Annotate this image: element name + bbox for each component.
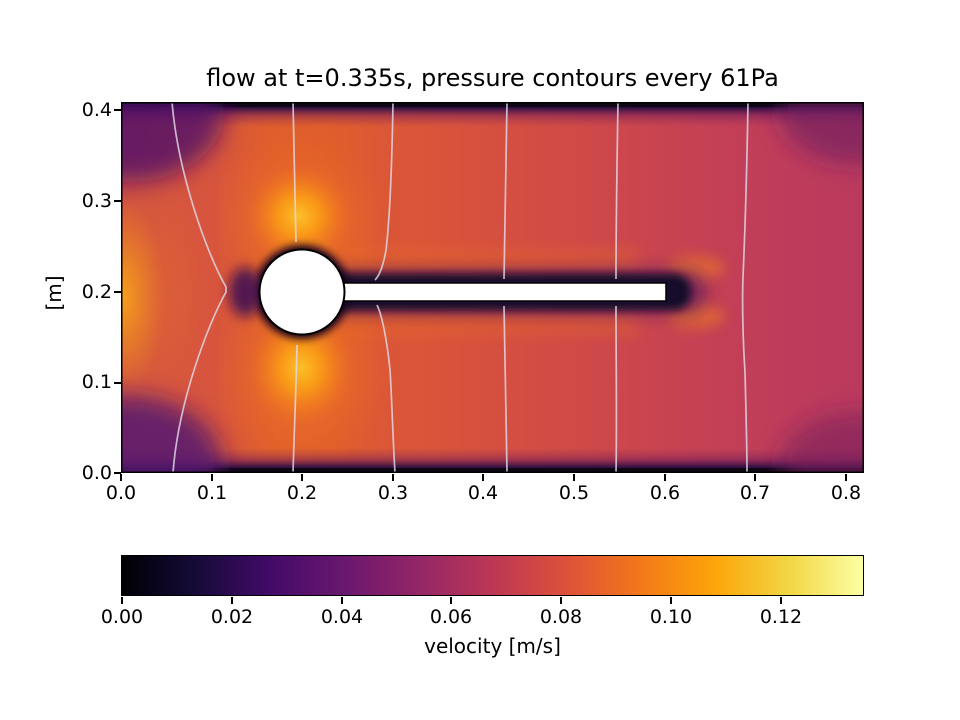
lower-acceleration-glow: [248, 310, 354, 426]
inlet-jet-core: [121, 199, 165, 395]
cylinder-obstacle: [258, 248, 346, 336]
colorbar-tick-label: 0.06: [429, 606, 473, 628]
pressure-contour-line: [292, 102, 297, 243]
top-wall-edge: [121, 102, 864, 107]
y-tick-label: 0.1: [81, 371, 112, 393]
colorbar-tick-mark: [341, 597, 343, 604]
x-tick-label: 0.0: [105, 482, 137, 504]
bottom-left-corner-purple: [121, 396, 222, 473]
pressure-contour-line: [171, 102, 227, 473]
colorbar-label: velocity [m/s]: [424, 634, 561, 658]
y-tick-mark: [114, 382, 121, 384]
pressure-contour-line: [503, 305, 508, 473]
pressure-contour-line: [292, 344, 298, 473]
x-tick-label: 0.1: [196, 482, 228, 504]
x-tick-label: 0.6: [649, 482, 681, 504]
pressure-contour-lines: [171, 102, 749, 473]
colorbar-tick-mark: [560, 597, 562, 604]
y-tick-label: 0.0: [81, 462, 112, 484]
x-tick-label: 0.5: [558, 482, 590, 504]
y-tick-label: 0.4: [81, 99, 112, 121]
colorbar-tick-label: 0.08: [539, 606, 583, 628]
y-tick-mark: [114, 109, 121, 111]
x-tick-mark: [573, 474, 575, 481]
x-tick-mark: [120, 474, 122, 481]
x-tick-label: 0.7: [739, 482, 771, 504]
stagnation-dark-spot: [229, 267, 261, 317]
pressure-contour-line: [615, 102, 619, 280]
x-tick-mark: [845, 474, 847, 481]
top-left-corner-purple: [121, 102, 224, 182]
colorbar-tick-mark: [121, 597, 123, 604]
x-tick-label: 0.8: [830, 482, 862, 504]
pressure-contour-line: [741, 102, 749, 473]
axes-area: [121, 102, 864, 473]
x-tick-label: 0.3: [377, 482, 409, 504]
colorbar: [121, 555, 864, 596]
y-tick-label: 0.2: [81, 281, 112, 303]
plot-title: flow at t=0.335s, pressure contours ever…: [206, 64, 779, 92]
colorbar-tick-mark: [780, 597, 782, 604]
x-tick-mark: [664, 474, 666, 481]
bottom-right-corner-purple: [779, 412, 864, 473]
x-tick-mark: [392, 474, 394, 481]
x-tick-mark: [301, 474, 303, 481]
colorbar-tick-label: 0.04: [320, 606, 364, 628]
y-tick-mark: [114, 472, 121, 474]
x-tick-mark: [482, 474, 484, 481]
velocity-field-svg: [121, 102, 864, 473]
colorbar-tick-label: 0.10: [649, 606, 693, 628]
flag-lower-shear-band: [346, 316, 638, 333]
bottom-wall-edge: [121, 468, 864, 473]
upper-acceleration-glow: [246, 165, 352, 267]
pressure-contour-line: [376, 304, 396, 473]
x-tick-mark: [211, 474, 213, 481]
x-tick-mark: [754, 474, 756, 481]
colorbar-tick-mark: [670, 597, 672, 604]
elastic-flag-obstacle: [301, 282, 667, 302]
colorbar-tick-label: 0.00: [100, 606, 144, 628]
y-tick-mark: [114, 200, 121, 202]
y-tick-mark: [114, 291, 121, 293]
colorbar-tick-mark: [231, 597, 233, 604]
axes-spines: [121, 102, 864, 473]
top-right-corner-purple: [779, 102, 864, 164]
colorbar-tick-label: 0.02: [210, 606, 254, 628]
flag-upper-shear-band: [346, 251, 638, 268]
colorbar-tick-mark: [450, 597, 452, 604]
x-tick-label: 0.2: [286, 482, 318, 504]
pressure-contour-line: [503, 102, 508, 280]
y-tick-label: 0.3: [81, 190, 112, 212]
x-tick-label: 0.4: [467, 482, 499, 504]
colorbar-tick-label: 0.12: [759, 606, 803, 628]
pressure-contour-line: [374, 102, 394, 281]
